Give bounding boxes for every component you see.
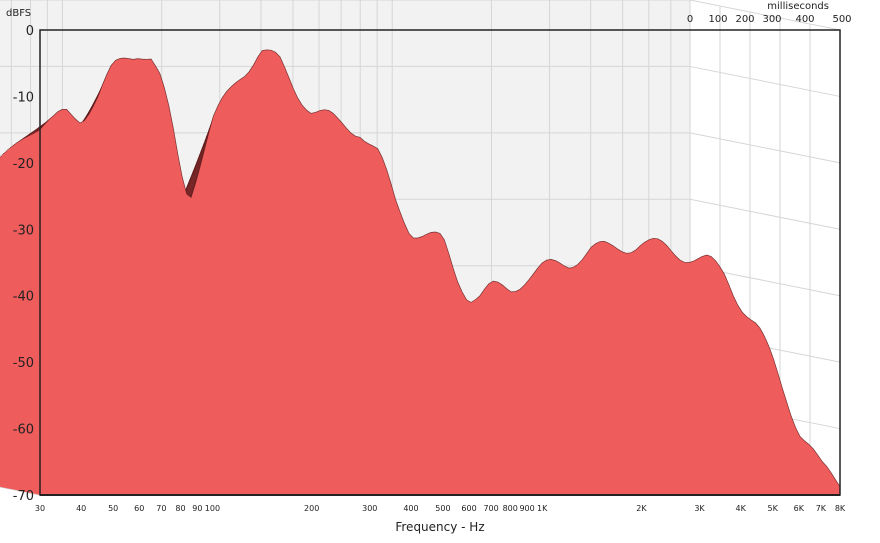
x-tick-label: 200: [304, 504, 319, 513]
x-tick-label: 50: [108, 504, 118, 513]
time-tick-label: 0: [687, 14, 693, 25]
x-tick-label: 5K: [768, 504, 779, 513]
x-tick-label: 8K: [835, 504, 846, 513]
x-tick-label: 300: [362, 504, 377, 513]
waterfall-slice-fill: [40, 49, 840, 496]
y-tick-label: -50: [13, 356, 34, 371]
plot-frame: [39, 29, 841, 496]
waterfall-slice-line: [39, 49, 841, 487]
x-tick-label: 7K: [816, 504, 827, 513]
side-grid-line: [689, 0, 841, 31]
x-tick-label: 500: [435, 504, 450, 513]
x-tick-label: 60: [134, 504, 144, 513]
time-tick-label: 500: [832, 14, 851, 25]
x-tick-label: 6K: [794, 504, 805, 513]
x-tick-label: 3K: [694, 504, 705, 513]
x-tick-label: 600: [461, 504, 476, 513]
x-tick-label: 1K: [537, 504, 548, 513]
time-axis-label: milliseconds: [767, 1, 829, 12]
floor-grid-line: [0, 486, 41, 496]
x-tick-label: 900: [519, 504, 534, 513]
x-tick-label: 70: [156, 504, 166, 513]
time-tick-label: 400: [795, 14, 814, 25]
x-tick-label: 400: [403, 504, 418, 513]
x-axis-label: Frequency - Hz: [395, 520, 484, 534]
time-tick-label: 200: [735, 14, 754, 25]
x-tick-label: 2K: [636, 504, 647, 513]
x-tick-label: 30: [35, 504, 45, 513]
x-tick-label: 40: [76, 504, 86, 513]
x-tick-labels: 30 40 50 60 70 80 90 100 200 300 400 500 600 700 800 90…: [35, 504, 846, 513]
time-tick-labels: 0 100 200 300 400 500: [687, 14, 852, 25]
side-grid-line: [689, 198, 841, 230]
y-axis-label: dBFS: [6, 8, 31, 19]
waterfall-surface: [0, 49, 841, 496]
side-grid-line: [689, 65, 841, 97]
y-tick-label: -20: [13, 157, 34, 172]
side-grid-line: [689, 132, 841, 164]
y-tick-label: -60: [13, 423, 34, 438]
y-tick-label: -30: [13, 223, 34, 238]
x-tick-label: 80: [175, 504, 185, 513]
x-tick-label: 90: [192, 504, 202, 513]
x-tick-label: 800: [503, 504, 518, 513]
time-tick-label: 100: [708, 14, 727, 25]
y-tick-labels: 0 -10 -20 -30 -40 -50 -60 -70: [13, 24, 34, 504]
y-tick-label: -70: [13, 489, 34, 504]
x-tick-label: 700: [483, 504, 498, 513]
y-tick-label: -10: [13, 90, 34, 105]
y-tick-label: -40: [13, 290, 34, 305]
x-tick-label: 100: [205, 504, 220, 513]
y-tick-label: 0: [26, 24, 34, 39]
time-tick-label: 300: [762, 14, 781, 25]
x-tick-label: 4K: [736, 504, 747, 513]
